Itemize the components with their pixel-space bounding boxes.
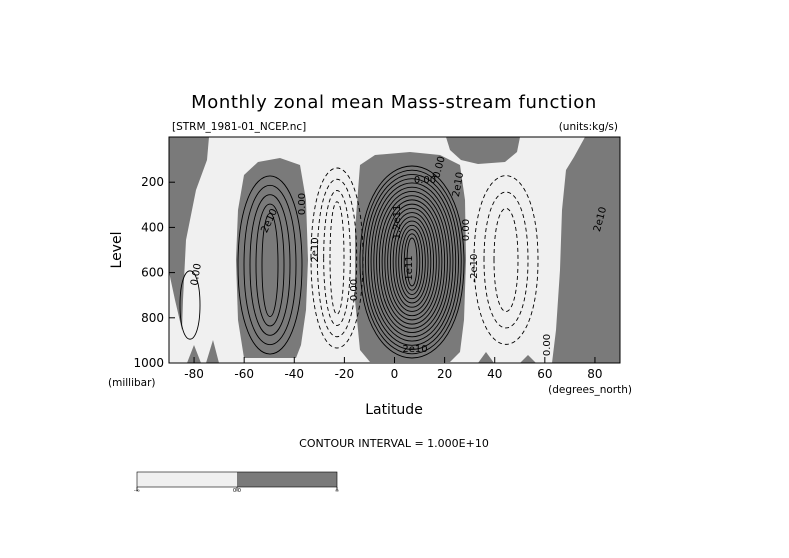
contour-label: 0.00 <box>297 193 308 215</box>
chart-title: Monthly zonal mean Mass-stream function <box>191 92 597 113</box>
contour-label: 0.00 <box>542 334 553 356</box>
contour-label: 0.00 <box>349 279 360 301</box>
contour-sh-ferrel <box>255 203 285 327</box>
contour-label: 2e10 <box>402 344 427 355</box>
x-tick-label: 0 <box>391 367 399 381</box>
contour-winter-hadley <box>359 165 465 359</box>
positive-fill-regions <box>169 137 620 363</box>
y-tick-label: 400 <box>141 220 164 234</box>
contour-sh-hadley <box>316 178 358 338</box>
contour-label: -2e10 <box>469 254 480 283</box>
y-tick-label: 1000 <box>133 356 164 370</box>
contour-label: 2e10 <box>310 237 321 262</box>
contour-nh-ferrel <box>473 175 539 345</box>
contour-sh-polar <box>179 270 201 340</box>
contour-winter-hadley <box>395 220 429 304</box>
y-tick-label: 600 <box>141 266 164 280</box>
x-tick-label: -20 <box>335 367 355 381</box>
contour-label: 0.00 <box>414 175 436 186</box>
units-subtitle: (units:kg/s) <box>559 121 618 133</box>
contour-winter-hadley <box>365 174 459 350</box>
file-subtitle: [STRM_1981-01_NCEP.nc] <box>172 121 306 133</box>
contour-winter-hadley <box>367 178 457 346</box>
contour-winter-hadley <box>403 233 421 291</box>
contour-winter-hadley <box>384 203 440 321</box>
legend-positive-swatch <box>237 472 337 487</box>
x-unit-label: (degrees_north) <box>548 384 632 396</box>
contour-winter-hadley <box>389 212 435 312</box>
x-tick-label: -40 <box>284 367 304 381</box>
x-tick-label: -80 <box>184 367 204 381</box>
contour-sh-hadley <box>329 201 345 315</box>
contour-sh-ferrel <box>249 194 291 336</box>
legend-label-pos-inf: ∞ <box>335 488 339 494</box>
contour-interval-note: CONTOUR INTERVAL = 1.000E+10 <box>299 437 489 450</box>
fill-color-legend: -∞ 0.0 ∞ <box>134 471 339 494</box>
contour-winter-hadley <box>401 229 423 295</box>
legend-label-neg-inf: -∞ <box>134 488 140 494</box>
contour-winter-hadley <box>376 191 448 333</box>
contour-label: 2e10 <box>451 171 466 198</box>
fill-sh-polar <box>169 137 209 330</box>
contour-winter-hadley <box>378 195 446 329</box>
x-axis-label: Latitude <box>365 402 423 418</box>
y-axis-label: Level <box>109 232 125 269</box>
contour-lines <box>179 165 539 359</box>
contour-nh-ferrel <box>483 191 529 329</box>
x-tick-label: 60 <box>537 367 552 381</box>
x-tick-label: 20 <box>437 367 452 381</box>
contour-winter-hadley <box>373 186 451 338</box>
fill-bottom-right <box>478 352 536 363</box>
contour-winter-hadley <box>370 182 454 342</box>
contour-label: 0.00 <box>189 263 204 287</box>
y-axis-ticks: 200 400 600 800 1000 <box>133 175 175 370</box>
contour-label: 1.2e11 <box>392 205 403 240</box>
contour-sh-ferrel <box>261 213 279 317</box>
contour-label: 1e11 <box>404 255 415 280</box>
contour-winter-hadley <box>387 207 437 317</box>
contour-label: 0.00 <box>461 219 472 241</box>
contour-nh-ferrel <box>493 208 519 312</box>
contour-winter-hadley <box>381 199 443 325</box>
x-tick-label: 80 <box>587 367 602 381</box>
legend-label-zero: 0.0 <box>233 488 241 494</box>
contour-winter-hadley <box>392 216 432 308</box>
y-tick-label: 800 <box>141 311 164 325</box>
fill-nh-polar <box>552 137 620 363</box>
x-tick-label: 40 <box>487 367 502 381</box>
y-tick-label: 200 <box>141 175 164 189</box>
contour-sh-hadley <box>323 190 351 326</box>
fill-top-ridge <box>446 137 520 164</box>
fill-bottom-left <box>187 340 219 363</box>
y-unit-label: (millibar) <box>108 377 156 389</box>
x-tick-label: -60 <box>234 367 254 381</box>
contour-sh-ferrel <box>237 175 303 355</box>
contour-winter-hadley <box>362 170 462 354</box>
legend-negative-swatch <box>137 472 237 487</box>
contour-winter-hadley <box>398 224 426 300</box>
contour-labels: 0.00 2e10 0.00 2e10 0.00 1.2e11 1e11 2e10 -2e10 0… <box>189 155 609 356</box>
contour-sh-ferrel <box>243 185 297 345</box>
x-axis-ticks: -80 -60 -40 -20 0 20 40 60 80 <box>184 357 603 381</box>
contour-winter-hadley <box>406 237 418 287</box>
